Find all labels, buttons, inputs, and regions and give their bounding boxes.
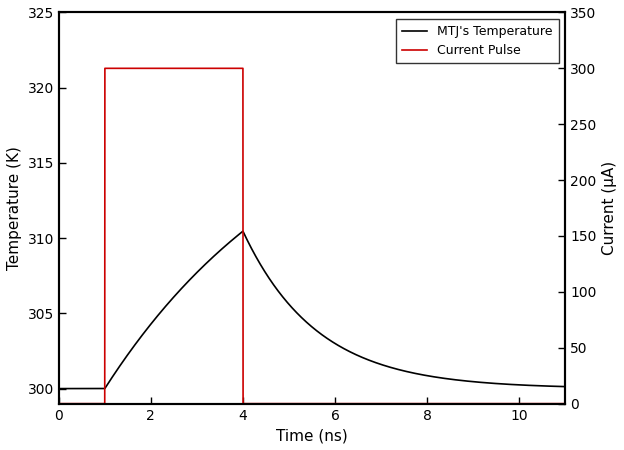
MTJ's Temperature xyxy=(85,386,93,391)
Current Pulse xyxy=(57,401,65,406)
MTJ's Temperature xyxy=(303,320,310,325)
Current Pulse xyxy=(85,401,93,406)
Current Pulse xyxy=(101,66,109,71)
Current Pulse xyxy=(76,401,84,406)
MTJ's Temperature xyxy=(239,229,246,234)
MTJ's Temperature xyxy=(154,313,162,318)
Legend: MTJ's Temperature, Current Pulse: MTJ's Temperature, Current Pulse xyxy=(396,19,559,63)
Current Pulse xyxy=(562,401,569,406)
Current Pulse xyxy=(55,401,62,406)
MTJ's Temperature xyxy=(55,386,62,391)
MTJ's Temperature xyxy=(562,384,569,389)
MTJ's Temperature xyxy=(76,386,84,391)
Current Pulse xyxy=(154,66,162,71)
MTJ's Temperature xyxy=(57,386,65,391)
Line: Current Pulse: Current Pulse xyxy=(59,68,565,404)
Y-axis label: Current (μA): Current (μA) xyxy=(602,161,617,255)
Current Pulse xyxy=(303,401,310,406)
Y-axis label: Temperature (K): Temperature (K) xyxy=(7,146,22,270)
Current Pulse xyxy=(535,401,542,406)
MTJ's Temperature xyxy=(535,383,542,388)
Line: MTJ's Temperature: MTJ's Temperature xyxy=(59,231,565,389)
X-axis label: Time (ns): Time (ns) xyxy=(276,428,348,443)
